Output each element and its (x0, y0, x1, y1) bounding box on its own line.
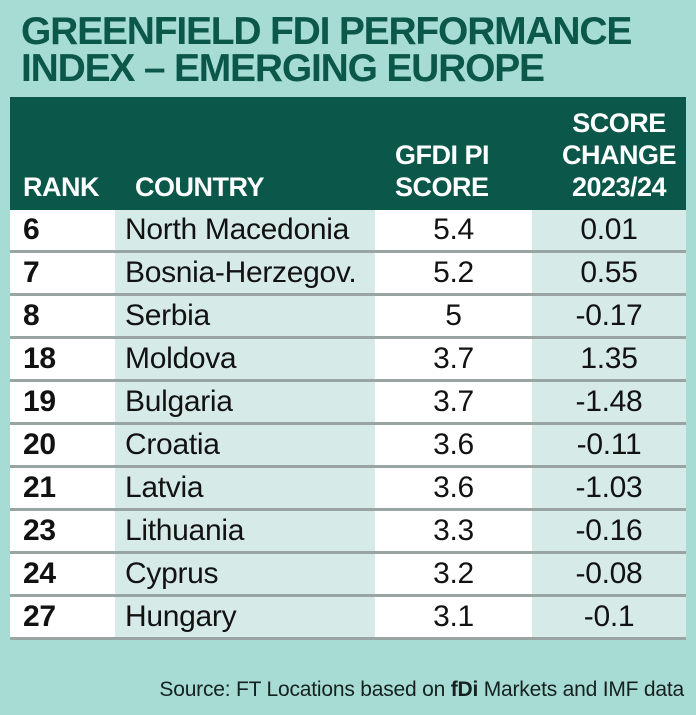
rank-cell: 21 (10, 468, 115, 508)
score-cell: 3.6 (375, 468, 532, 508)
source-prefix: Source: FT Locations based on (159, 678, 451, 701)
page-title: GREENFIELD FDI PERFORMANCE INDEX – EMERG… (21, 10, 685, 91)
table-row: 27 Hungary 3.1 -0.1 (10, 597, 686, 640)
change-cell: -0.08 (532, 554, 686, 594)
table-row: 6 North Macedonia 5.4 0.01 (10, 210, 686, 253)
country-cell: Bulgaria (115, 382, 375, 422)
score-cell: 5.4 (375, 210, 532, 250)
table-row: 21 Latvia 3.6 -1.03 (10, 468, 686, 511)
change-cell: 0.55 (532, 253, 686, 293)
rank-cell: 20 (10, 425, 115, 465)
header-rank: RANK (23, 172, 100, 202)
header-score-change-line-2: CHANGE (561, 140, 677, 170)
source-suffix: Markets and IMF data (478, 678, 684, 701)
header-gfdi-pi-score-line-2: SCORE (395, 172, 489, 202)
rank-cell: 24 (10, 554, 115, 594)
score-cell: 3.7 (375, 382, 532, 422)
score-cell: 3.6 (375, 425, 532, 465)
change-cell: -0.11 (532, 425, 686, 465)
table-row: 24 Cyprus 3.2 -0.08 (10, 554, 686, 597)
rank-cell: 8 (10, 296, 115, 336)
country-cell: Bosnia-Herzegov. (115, 253, 375, 293)
change-cell: -0.16 (532, 511, 686, 551)
score-cell: 5 (375, 296, 532, 336)
source-attribution: Source: FT Locations based on fDi Market… (159, 678, 684, 702)
table-row: 23 Lithuania 3.3 -0.16 (10, 511, 686, 554)
fdi-performance-table: RANK COUNTRY GFDI PI SCORE SCORE CHANGE … (10, 97, 686, 640)
score-cell: 3.2 (375, 554, 532, 594)
source-brand: fDi (450, 678, 479, 701)
country-cell: Moldova (115, 339, 375, 379)
change-cell: -1.03 (532, 468, 686, 508)
score-cell: 3.3 (375, 511, 532, 551)
rank-cell: 27 (10, 597, 115, 637)
table-header: RANK COUNTRY GFDI PI SCORE SCORE CHANGE … (10, 97, 686, 210)
header-score-change-line-3: 2023/24 (571, 172, 667, 202)
table-body: 6 North Macedonia 5.4 0.01 7 Bosnia-Herz… (10, 210, 686, 640)
rank-cell: 7 (10, 253, 115, 293)
page-title-line-1: GREENFIELD FDI PERFORMANCE (21, 10, 632, 53)
score-cell: 3.7 (375, 339, 532, 379)
table-row: 7 Bosnia-Herzegov. 5.2 0.55 (10, 253, 686, 296)
table-row: 20 Croatia 3.6 -0.11 (10, 425, 686, 468)
header-gfdi-pi-score-line-1: GFDI PI (395, 140, 490, 170)
header-score-change-line-1: SCORE (572, 108, 666, 138)
rank-cell: 6 (10, 210, 115, 250)
change-cell: 0.01 (532, 210, 686, 250)
country-cell: Serbia (115, 296, 375, 336)
change-cell: -0.17 (532, 296, 686, 336)
score-cell: 5.2 (375, 253, 532, 293)
table-row: 8 Serbia 5 -0.17 (10, 296, 686, 339)
table-row: 18 Moldova 3.7 1.35 (10, 339, 686, 382)
page-title-line-2: INDEX – EMERGING EUROPE (21, 47, 545, 91)
country-cell: Hungary (115, 597, 375, 637)
score-cell: 3.1 (375, 597, 532, 637)
country-cell: North Macedonia (115, 210, 375, 250)
rank-cell: 19 (10, 382, 115, 422)
change-cell: 1.35 (532, 339, 686, 379)
country-cell: Lithuania (115, 511, 375, 551)
header-country: COUNTRY (135, 172, 265, 202)
header-score-change: SCORE CHANGE 2023/24 (542, 107, 696, 203)
rank-cell: 18 (10, 339, 115, 379)
change-cell: -1.48 (532, 382, 686, 422)
change-cell: -0.1 (532, 597, 686, 637)
rank-cell: 23 (10, 511, 115, 551)
country-cell: Latvia (115, 468, 375, 508)
country-cell: Cyprus (115, 554, 375, 594)
table-row: 19 Bulgaria 3.7 -1.48 (10, 382, 686, 425)
header-gfdi-pi-score: GFDI PI SCORE (395, 139, 490, 203)
country-cell: Croatia (115, 425, 375, 465)
